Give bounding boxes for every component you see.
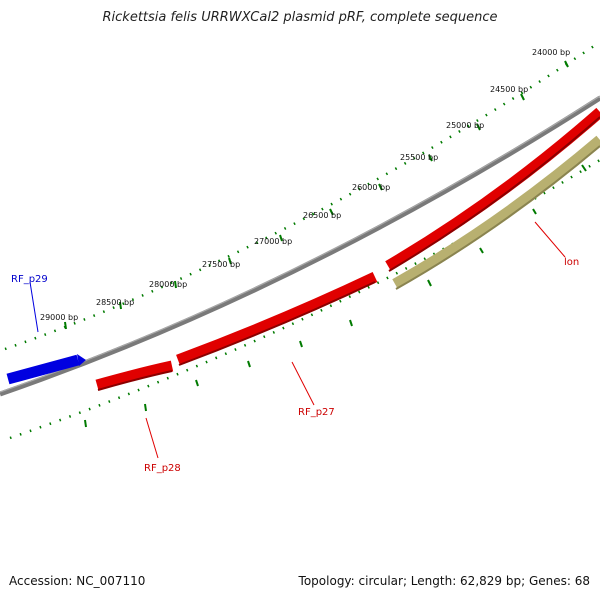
outer-tick-ring — [4, 40, 600, 351]
tick-label: 24000 bp — [532, 48, 570, 57]
tick-label: 27000 bp — [254, 237, 292, 246]
map-title: Rickettsia felis URRWXCal2 plasmid pRF, … — [102, 10, 498, 25]
tick-label: 26000 bp — [352, 183, 390, 192]
gene-rf-p29[interactable] — [6, 354, 80, 385]
inner-tick-ring — [9, 158, 600, 440]
gene-label-rf-p28: RF_p28 — [144, 463, 181, 474]
gene-label-lon: lon — [564, 257, 579, 268]
outer-major-ticks — [64, 60, 569, 330]
topology-summary: Topology: circular; Length: 62,829 bp; G… — [298, 574, 590, 588]
plasmid-backbone — [0, 95, 600, 397]
gene-rf-p29-arrowhead — [77, 354, 86, 366]
gene-unlabeled[interactable] — [385, 107, 600, 271]
gene-label-rf-p27: RF_p27 — [298, 407, 335, 418]
gene-rf-p27[interactable] — [176, 272, 378, 366]
tick-label: 25500 bp — [400, 153, 438, 162]
accession-text: Accession: NC_007110 — [9, 574, 146, 588]
tick-label: 29000 bp — [40, 313, 78, 322]
gene-label-rf-p29: RF_p29 — [11, 274, 48, 285]
gene-lon[interactable] — [392, 135, 600, 289]
tick-label: 25000 bp — [446, 121, 484, 130]
tick-label: 28000 bp — [149, 280, 187, 289]
tick-label: 24500 bp — [490, 85, 528, 94]
gene-rf-p27-shadow — [178, 281, 376, 366]
leader-lines — [29, 221, 566, 459]
gene-rf-p28[interactable] — [95, 360, 174, 391]
tick-label: 28500 bp — [96, 298, 134, 307]
tick-labels: 24000 bp 24500 bp 25000 bp 25500 bp 2600… — [40, 48, 570, 322]
backbone-highlight — [0, 95, 600, 393]
gene-lon-shadow — [395, 145, 600, 290]
tick-label: 26500 bp — [303, 211, 341, 220]
inner-major-ticks — [84, 164, 587, 428]
gene-rf-p28-shadow — [97, 370, 173, 391]
gene-unlabeled-shadow — [388, 116, 600, 272]
tick-label: 27500 bp — [202, 260, 240, 269]
